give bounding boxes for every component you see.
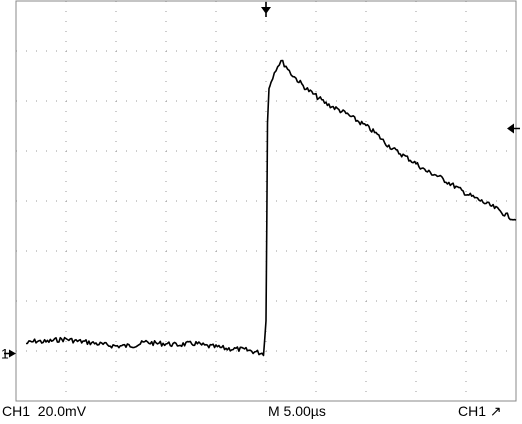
trigger-position-arrow-icon [261,2,271,17]
timebase-value: M 5.00µs [268,403,326,419]
graticule-grid [16,1,516,401]
channel-label: CH1 [2,403,31,419]
graticule-frame [15,0,517,402]
trace-layer [25,59,517,357]
signal-trace [25,59,517,357]
timebase-readout: M 5.00µs [268,403,326,419]
trigger-slope-icon: ↗ [489,403,502,419]
trigger-source: CH1 [458,403,487,419]
ground-level-arrow-icon [4,349,16,358]
volts-per-div: 20.0mV [37,403,87,419]
marker-layer: 1 [1,2,520,362]
channel-readout: CH1 20.0mV [2,403,86,419]
trigger-readout: CH1 ↗ [458,403,502,419]
trigger-level-arrow-icon [507,123,520,134]
